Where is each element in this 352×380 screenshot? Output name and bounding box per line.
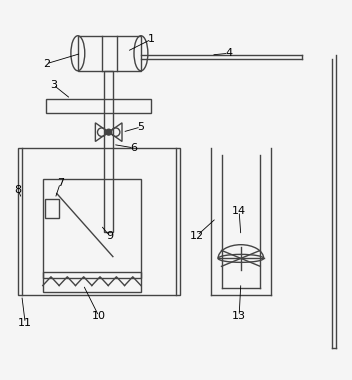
Text: 5: 5 [137, 122, 144, 132]
Bar [18, 148, 180, 295]
Circle shape [106, 129, 112, 135]
Text: 13: 13 [232, 311, 246, 321]
Text: 1: 1 [148, 34, 155, 44]
Bar [43, 272, 141, 292]
Bar [78, 36, 141, 71]
Bar [43, 179, 141, 278]
Bar [46, 99, 151, 113]
Text: 14: 14 [232, 206, 246, 216]
Text: 2: 2 [43, 59, 50, 69]
Text: 11: 11 [18, 318, 32, 328]
Text: 10: 10 [92, 311, 106, 321]
Text: 4: 4 [225, 48, 232, 58]
Text: 8: 8 [15, 185, 22, 195]
Text: 12: 12 [190, 231, 204, 241]
Text: 9: 9 [106, 231, 113, 241]
Text: 7: 7 [57, 178, 64, 188]
Text: 6: 6 [131, 143, 137, 153]
Text: 3: 3 [50, 80, 57, 90]
Bar [104, 71, 113, 232]
Bar [44, 199, 58, 218]
